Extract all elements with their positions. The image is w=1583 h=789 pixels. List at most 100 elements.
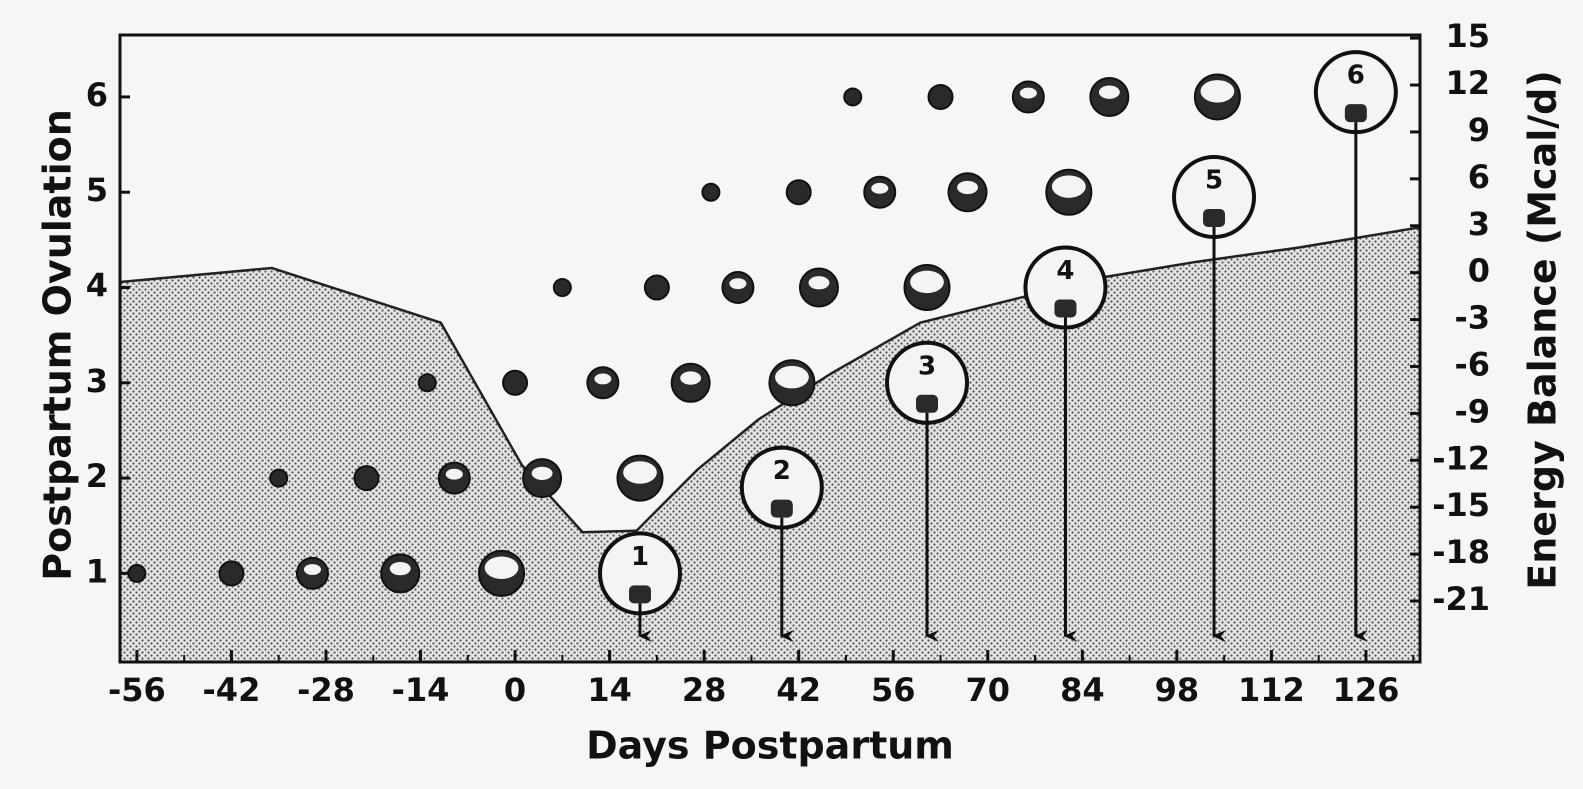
- x-tick-label: -56: [108, 671, 166, 709]
- follicle: [787, 180, 811, 204]
- ovulation-label: 5: [1205, 165, 1223, 195]
- follicle-highlight: [775, 366, 809, 389]
- follicle-body: [844, 88, 861, 105]
- follicle: [949, 173, 987, 211]
- follicle-highlight: [1201, 80, 1235, 103]
- follicle: [929, 85, 953, 109]
- follicle-highlight: [957, 181, 978, 194]
- y2-tick-label: 12: [1445, 64, 1490, 102]
- follicle: [479, 551, 524, 596]
- follicle: [419, 374, 436, 391]
- x-tick-label: 70: [966, 671, 1011, 709]
- follicle-body: [270, 470, 287, 487]
- follicle-highlight: [623, 461, 657, 484]
- follicle-highlight: [910, 271, 944, 294]
- follicle: [864, 177, 895, 208]
- follicle-highlight: [304, 564, 321, 575]
- x-tick-label: 126: [1333, 671, 1400, 709]
- follicle: [1090, 78, 1128, 116]
- follicle-highlight: [594, 374, 611, 385]
- energy-area: [120, 227, 1420, 662]
- x-tick-label: -42: [203, 671, 261, 709]
- follicle: [587, 367, 618, 398]
- corpus-luteum: [1345, 104, 1367, 122]
- follicle: [1046, 170, 1091, 215]
- follicle: [1013, 81, 1044, 112]
- ovulation-label: 6: [1347, 61, 1365, 91]
- follicle: [297, 558, 328, 589]
- follicle-body: [128, 565, 145, 582]
- follicle-highlight: [390, 562, 411, 575]
- follicle-body: [645, 276, 669, 300]
- follicle: [645, 276, 669, 300]
- y-tick-label: 3: [86, 362, 108, 400]
- corpus-luteum: [916, 395, 938, 413]
- x-tick-label: -28: [297, 671, 355, 709]
- y2-tick-label: -3: [1454, 299, 1490, 337]
- follicle: [270, 470, 287, 487]
- follicle-highlight: [680, 371, 701, 384]
- y-tick-label: 5: [86, 171, 108, 209]
- follicle: [523, 459, 561, 497]
- corpus-luteum: [629, 585, 651, 603]
- y-tick-label: 4: [86, 267, 108, 305]
- y2-tick-label: 6: [1468, 158, 1490, 196]
- x-tick-label: 42: [776, 671, 821, 709]
- ovulation-label: 1: [631, 542, 649, 572]
- y2-tick-label: -12: [1432, 439, 1490, 477]
- y2-tick-label: 3: [1468, 205, 1490, 243]
- y2-tick-label: 9: [1468, 111, 1490, 149]
- y2-tick-label: 0: [1468, 252, 1490, 290]
- follicle-body: [219, 561, 243, 585]
- x-tick-label: -14: [392, 671, 450, 709]
- x-tick-label: 0: [504, 671, 526, 709]
- follicle-highlight: [729, 278, 746, 289]
- follicle-body: [929, 85, 953, 109]
- follicle: [1195, 74, 1240, 119]
- follicle: [219, 561, 243, 585]
- chart: 123456 Days Postpartum Postpartum Ovulat…: [0, 0, 1583, 789]
- x-tick-label: 112: [1238, 671, 1305, 709]
- follicle-body: [419, 374, 436, 391]
- ovulation-label: 3: [918, 351, 936, 381]
- follicle-body: [554, 279, 571, 296]
- follicle: [503, 371, 527, 395]
- y-tick-label: 6: [86, 76, 108, 114]
- follicle: [439, 463, 470, 494]
- follicle-highlight: [1052, 175, 1086, 198]
- follicle: [128, 565, 145, 582]
- follicle-body: [787, 180, 811, 204]
- follicle: [800, 269, 838, 307]
- plot-area: 1 2 3 4 5 6: [120, 35, 1420, 662]
- follicle: [905, 265, 950, 310]
- y2-axis-title: Energy Balance (Mcal/d): [1521, 70, 1565, 589]
- follicle: [618, 456, 663, 501]
- x-tick-label: 98: [1155, 671, 1200, 709]
- y2-tick-label: -15: [1432, 486, 1490, 524]
- y2-tick-label: 15: [1445, 17, 1490, 55]
- y2-tick-label: -6: [1454, 345, 1490, 383]
- follicle: [672, 364, 710, 402]
- follicle-highlight: [1020, 88, 1037, 99]
- ovulation-label: 4: [1056, 256, 1074, 286]
- follicle-highlight: [1099, 86, 1120, 99]
- x-tick-label: 56: [871, 671, 916, 709]
- corpus-luteum: [1203, 209, 1225, 227]
- y2-tick-label: -21: [1432, 580, 1490, 618]
- x-axis-title: Days Postpartum: [586, 724, 954, 768]
- follicle-body: [702, 184, 719, 201]
- follicle: [354, 466, 378, 490]
- y-tick-label: 1: [86, 552, 108, 590]
- follicle: [844, 88, 861, 105]
- follicle: [769, 360, 814, 405]
- follicle-highlight: [809, 276, 830, 289]
- follicle: [554, 279, 571, 296]
- y-tick-label: 2: [86, 457, 108, 495]
- x-tick-label: 14: [587, 671, 632, 709]
- corpus-luteum: [1054, 300, 1076, 318]
- ovulation-label: 2: [773, 456, 791, 486]
- follicle-highlight: [871, 183, 888, 194]
- x-tick-label: 28: [682, 671, 727, 709]
- y2-tick-label: -9: [1454, 392, 1490, 430]
- follicle: [722, 272, 753, 303]
